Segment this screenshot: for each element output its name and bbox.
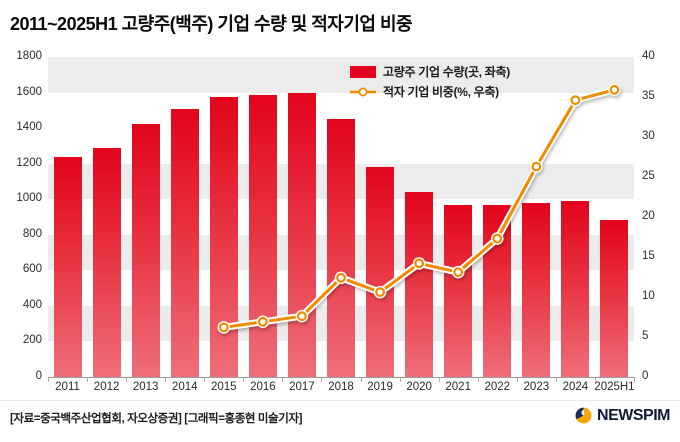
bar-2013 — [131, 123, 160, 377]
bar-2014 — [170, 109, 199, 377]
bar-2019 — [366, 167, 395, 377]
bar-2020 — [405, 192, 434, 377]
footer: [자료=중국백주산업협회, 자오상증권] [그래픽=홍종현 미술기자] NEWS… — [0, 400, 680, 442]
x-axis-label-2021: 2021 — [445, 381, 471, 393]
left-axis-tick-label: 800 — [22, 227, 42, 240]
x-axis-tick — [126, 378, 128, 382]
right-axis-tick-label: 0 — [642, 370, 649, 382]
bar-2025H1 — [600, 219, 629, 377]
x-axis-label-2022: 2022 — [484, 381, 511, 393]
newspim-logo: NEWSPIM — [574, 406, 670, 425]
right-axis-tick-label: 35 — [642, 90, 655, 102]
line-marker — [218, 322, 229, 333]
line-marker — [531, 161, 542, 172]
line-marker — [336, 272, 346, 283]
bar-2017 — [287, 93, 316, 377]
left-axis-tick-label: 200 — [22, 334, 42, 347]
x-axis-baseline — [48, 377, 635, 378]
line-marker — [570, 95, 581, 106]
x-axis-label-2016: 2016 — [250, 381, 276, 393]
x-axis-tick — [555, 378, 557, 382]
loss-ratio-line-chart — [217, 83, 621, 334]
bar-2012 — [92, 147, 121, 377]
bar-2018 — [327, 119, 355, 377]
x-axis-tick — [516, 378, 518, 382]
x-axis-tick — [594, 378, 596, 382]
loss-ratio-line — [222, 88, 616, 329]
left-axis-tick-label: 1400 — [16, 121, 42, 134]
left-axis-tick-label: 600 — [22, 263, 42, 276]
legend-bar-label: 고량주 기업 수량(곳, 좌축) — [383, 65, 510, 79]
bar-2011 — [53, 157, 82, 377]
x-axis-label-2015: 2015 — [211, 381, 237, 393]
x-axis-label-2024: 2024 — [562, 381, 589, 393]
left-axis-tick-label: 1000 — [16, 192, 42, 205]
page-title: 2011~2025H1 고량주(백주) 기업 수량 및 적자기업 비중 — [10, 14, 413, 34]
line-marker — [453, 267, 464, 278]
legend: 고량주 기업 수량(곳, 좌축) 적자 기업 비중(%, 우축) — [350, 63, 510, 100]
line-marker — [609, 84, 620, 95]
left-axis-tick-label: 1200 — [16, 156, 42, 169]
bar-2023 — [522, 202, 551, 377]
x-axis-tick — [634, 378, 635, 382]
bar-2021 — [444, 205, 473, 377]
x-axis-tick — [321, 378, 323, 382]
x-axis-tick — [204, 378, 206, 382]
right-axis-tick-label: 25 — [642, 170, 655, 182]
line-marker — [414, 258, 425, 269]
x-axis-tick — [438, 378, 440, 382]
line-series-swatch — [350, 87, 376, 96]
newspim-logo-icon — [575, 407, 592, 424]
bar-2024 — [561, 201, 590, 377]
right-axis-tick-label: 20 — [642, 210, 655, 222]
legend-line-label: 적자 기업 비중(%, 우축) — [383, 85, 499, 99]
x-axis-label-2011: 2011 — [55, 381, 80, 393]
x-axis-tick — [165, 378, 167, 382]
left-axis-tick-label: 1800 — [16, 50, 42, 62]
x-axis-tick — [87, 378, 89, 382]
line-marker — [492, 233, 503, 244]
left-axis-tick-label: 400 — [22, 298, 42, 311]
x-axis-label-2014: 2014 — [171, 381, 198, 393]
x-axis-tick — [399, 378, 401, 382]
right-axis-tick-label: 5 — [642, 330, 649, 342]
legend-item-line: 적자 기업 비중(%, 우축) — [350, 83, 510, 100]
x-axis-label-2013: 2013 — [132, 381, 159, 393]
bar-series-swatch — [350, 65, 376, 78]
right-axis-tick-label: 30 — [642, 130, 655, 142]
line-casing — [220, 86, 618, 331]
plot-area — [48, 57, 634, 377]
right-axis-tick-label: 10 — [642, 290, 655, 302]
right-axis-tick-label: 15 — [642, 250, 655, 262]
x-axis-label-2012: 2012 — [93, 381, 120, 393]
x-axis-label-2020: 2020 — [406, 381, 432, 393]
left-axis-tick-label: 1600 — [16, 85, 42, 98]
legend-item-bars: 고량주 기업 수량(곳, 좌축) — [350, 63, 510, 80]
x-axis-tick — [243, 378, 245, 382]
x-axis-tick — [360, 378, 362, 382]
x-axis-label-2018: 2018 — [328, 381, 354, 393]
x-axis-tick — [477, 378, 479, 382]
x-axis-label-2025H1: 2025H1 — [594, 381, 635, 393]
bar-2016 — [248, 95, 277, 377]
right-axis-tick-label: 40 — [642, 50, 655, 62]
x-axis-label-2019: 2019 — [367, 381, 393, 393]
left-axis-tick-label: 0 — [35, 370, 42, 382]
x-axis-tick — [48, 378, 49, 382]
line-marker — [375, 287, 385, 298]
x-axis-label-2017: 2017 — [289, 381, 315, 393]
line-marker — [257, 316, 268, 327]
source-credit: [자료=중국백주산업협회, 자오상증권] [그래픽=홍종현 미술기자] — [10, 413, 303, 425]
x-axis-label-2023: 2023 — [523, 381, 550, 393]
background-band — [48, 57, 634, 93]
newspim-wordmark: NEWSPIM — [597, 406, 670, 424]
line-marker — [297, 311, 307, 322]
x-axis-tick — [282, 378, 284, 382]
